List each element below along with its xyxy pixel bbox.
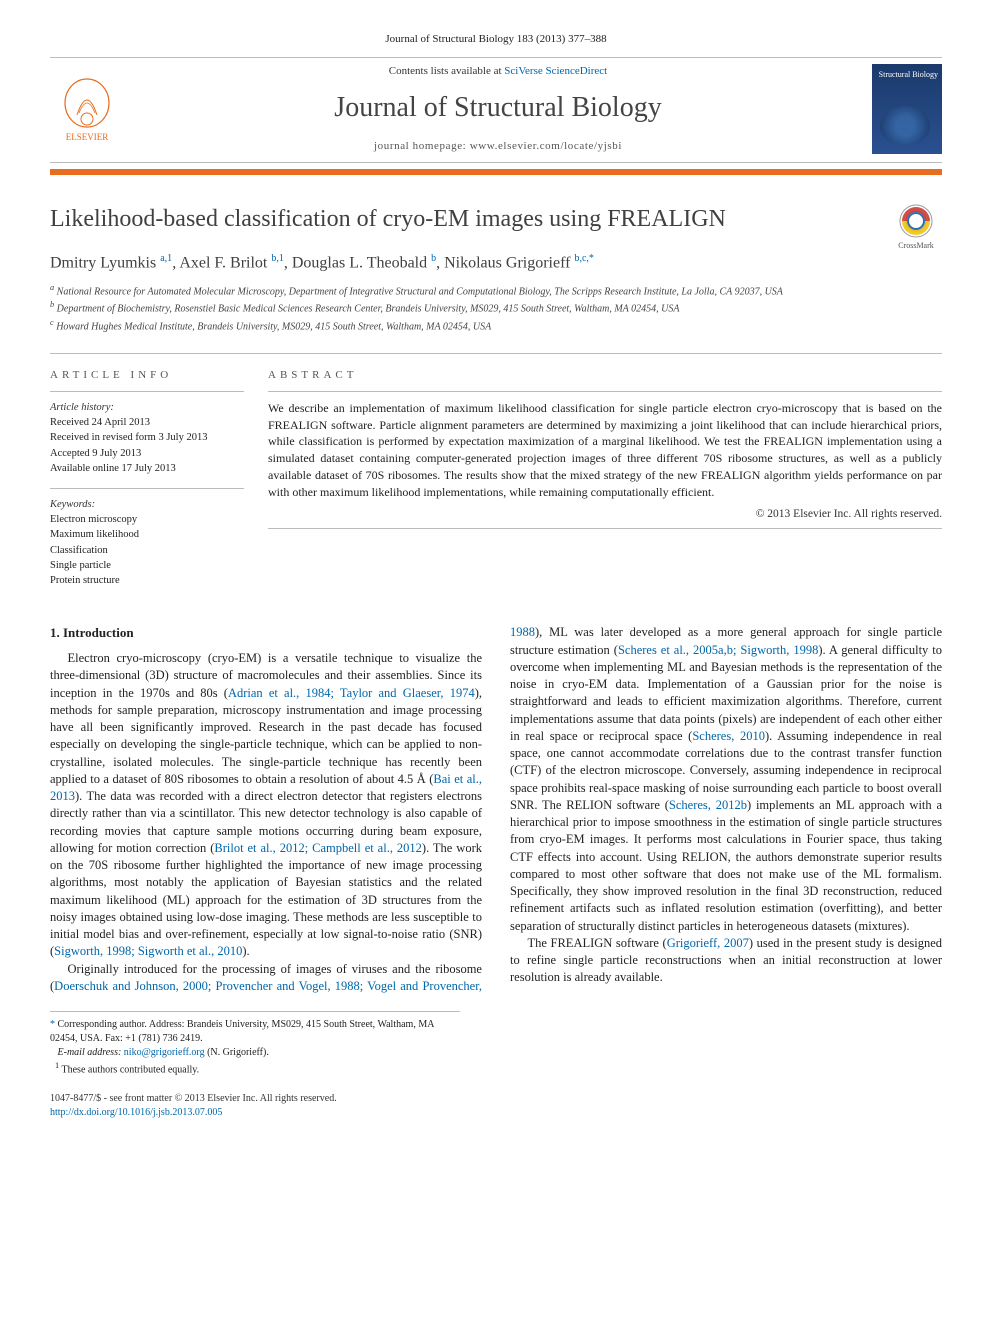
author-name: Axel F. Brilot	[179, 254, 271, 271]
keyword-line: Protein structure	[50, 573, 244, 588]
abstract-head: ABSTRACT	[268, 368, 942, 383]
header-box: ELSEVIER Contents lists available at Sci…	[50, 57, 942, 163]
citation-link[interactable]: Scheres et al., 2005a,b; Sigworth, 1998	[618, 643, 818, 657]
abstract-bottom-rule	[268, 528, 942, 529]
history-line: Received 24 April 2013	[50, 415, 244, 430]
doi-link[interactable]: http://dx.doi.org/10.1016/j.jsb.2013.07.…	[50, 1107, 222, 1118]
body-para-1: Electron cryo-microscopy (cryo-EM) is a …	[50, 650, 482, 961]
citation-link[interactable]: Grigorieff, 2007	[667, 936, 749, 950]
journal-cover-thumb: Structural Biology	[872, 64, 942, 154]
keyword-line: Maximum likelihood	[50, 527, 244, 542]
body-columns: 1. Introduction Electron cryo-microscopy…	[50, 624, 942, 995]
author-affil-sup: b,1	[271, 253, 284, 264]
abstract-copyright: © 2013 Elsevier Inc. All rights reserved…	[268, 507, 942, 523]
citation-link[interactable]: Brilot et al., 2012; Campbell et al., 20…	[214, 841, 422, 855]
author-affil-sup: a,1	[160, 253, 172, 264]
sciencedirect-link[interactable]: SciVerse ScienceDirect	[504, 65, 607, 77]
keyword-line: Classification	[50, 543, 244, 558]
keywords-label: Keywords:	[50, 497, 244, 512]
article-history: Article history: Received 24 April 2013R…	[50, 400, 244, 476]
homepage-url[interactable]: www.elsevier.com/locate/yjsbi	[470, 140, 622, 152]
history-line: Available online 17 July 2013	[50, 461, 244, 476]
authors-line: Dmitry Lyumkis a,1, Axel F. Brilot b,1, …	[50, 252, 942, 274]
keyword-line: Single particle	[50, 558, 244, 573]
info-rule-2	[50, 488, 244, 489]
bottom-bar: 1047-8477/$ - see front matter © 2013 El…	[50, 1092, 942, 1120]
keyword-line: Electron microscopy	[50, 512, 244, 527]
header-center: Contents lists available at SciVerse Sci…	[124, 64, 872, 153]
author-name: Dmitry Lyumkis	[50, 254, 160, 271]
info-rule-1	[50, 391, 244, 392]
history-line: Accepted 9 July 2013	[50, 446, 244, 461]
homepage-prefix: journal homepage:	[374, 140, 470, 152]
cover-label: Structural Biology	[879, 70, 938, 79]
affiliation-line: b Department of Biochemistry, Rosenstiel…	[50, 299, 942, 317]
citation-link[interactable]: Scheres, 2012b	[669, 798, 747, 812]
abstract: ABSTRACT We describe an implementation o…	[268, 368, 942, 600]
front-matter-line: 1047-8477/$ - see front matter © 2013 El…	[50, 1092, 942, 1106]
affiliation-line: c Howard Hughes Medical Institute, Brand…	[50, 317, 942, 335]
abstract-rule	[268, 391, 942, 392]
keywords-block: Keywords: Electron microscopyMaximum lik…	[50, 497, 244, 588]
affiliations: a National Resource for Automated Molecu…	[50, 282, 942, 335]
equal-contribution-note: 1 These authors contributed equally.	[50, 1060, 460, 1077]
journal-name: Journal of Structural Biology	[124, 89, 872, 127]
footnotes: * Corresponding author. Address: Brandei…	[50, 1011, 460, 1077]
citation-link[interactable]: Sigworth, 1998; Sigworth et al., 2010	[54, 944, 242, 958]
header-citation: Journal of Structural Biology 183 (2013)…	[50, 32, 942, 47]
author-name: Nikolaus Grigorieff	[444, 254, 574, 271]
history-label: Article history:	[50, 400, 244, 415]
orange-rule	[50, 169, 942, 175]
section-heading-1: 1. Introduction	[50, 624, 482, 642]
citation-link[interactable]: Adrian et al., 1984; Taylor and Glaeser,…	[228, 686, 475, 700]
elsevier-logo: ELSEVIER	[50, 68, 124, 150]
homepage-line: journal homepage: www.elsevier.com/locat…	[124, 139, 872, 154]
author-affil-sup: b,c,	[574, 253, 588, 264]
crossmark-badge[interactable]: CrossMark	[890, 203, 942, 252]
history-line: Received in revised form 3 July 2013	[50, 430, 244, 445]
email-note: E-mail address: niko@grigorieff.org (N. …	[50, 1046, 460, 1060]
email-link[interactable]: niko@grigorieff.org	[124, 1047, 205, 1058]
affiliation-line: a National Resource for Automated Molecu…	[50, 282, 942, 300]
contents-line: Contents lists available at SciVerse Sci…	[124, 64, 872, 79]
citation-link[interactable]: Scheres, 2010	[692, 729, 765, 743]
body-para-3: The FREALIGN software (Grigorieff, 2007)…	[510, 935, 942, 987]
contents-prefix: Contents lists available at	[389, 65, 504, 77]
article-info-head: ARTICLE INFO	[50, 368, 244, 383]
elsevier-label: ELSEVIER	[66, 131, 109, 143]
author-name: Douglas L. Theobald	[292, 254, 431, 271]
article-info: ARTICLE INFO Article history: Received 2…	[50, 368, 268, 600]
corresponding-star: *	[589, 253, 594, 264]
article-title: Likelihood-based classification of cryo-…	[50, 203, 890, 235]
crossmark-label: CrossMark	[898, 241, 934, 250]
abstract-text: We describe an implementation of maximum…	[268, 400, 942, 501]
author-affil-sup: b	[431, 253, 436, 264]
corresponding-author-note: * Corresponding author. Address: Brandei…	[50, 1018, 460, 1046]
